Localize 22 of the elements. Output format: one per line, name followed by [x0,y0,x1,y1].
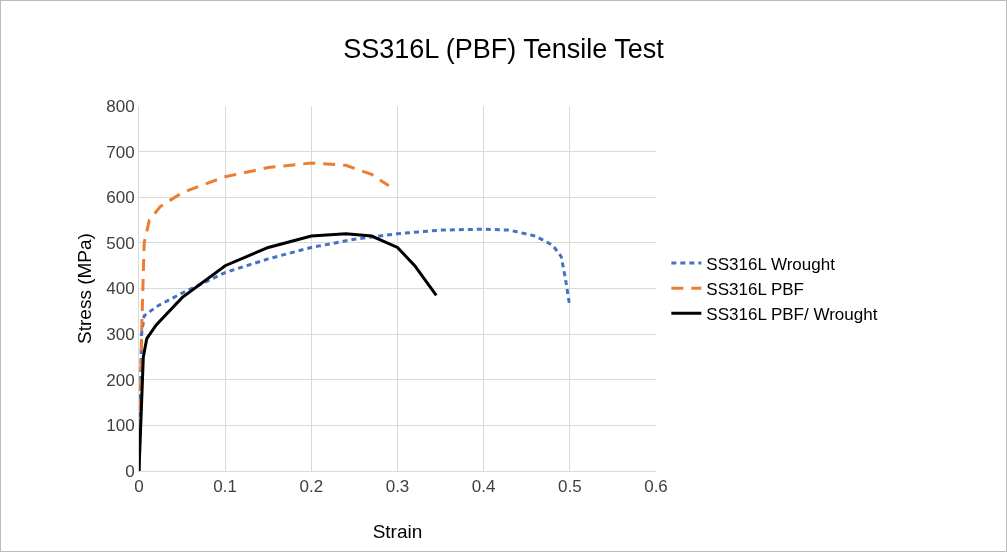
y-tick-label: 400 [106,279,135,299]
chart-title: SS316L (PBF) Tensile Test [343,34,665,65]
legend-label: SS316L PBF/ Wrought [706,304,878,324]
line-series [139,232,438,471]
y-tick-label: 100 [106,416,135,436]
x-tick-label: 0.4 [471,477,496,497]
y-tick-label: 300 [106,325,135,345]
x-tick-label: 0.5 [558,477,582,497]
y-tick-label: 500 [106,233,135,253]
x-tick-label: 0.1 [213,477,237,497]
y-tick-label: 600 [106,188,135,208]
x-tick-label: 0.6 [644,477,668,497]
y-tick-label: 0 [125,461,135,481]
y-tick-label: 800 [106,96,135,116]
legend-label: SS316L Wrought [706,254,836,274]
y-axis-title: Stress (MPa) [74,233,95,344]
x-tick-label: 0.3 [385,477,410,497]
x-tick-label: 0.2 [299,477,324,497]
y-tick-label: 200 [106,370,135,390]
legend-label: SS316L PBF [706,279,804,299]
x-axis-title: Strain [372,521,423,542]
y-tick-label: 700 [106,142,135,162]
